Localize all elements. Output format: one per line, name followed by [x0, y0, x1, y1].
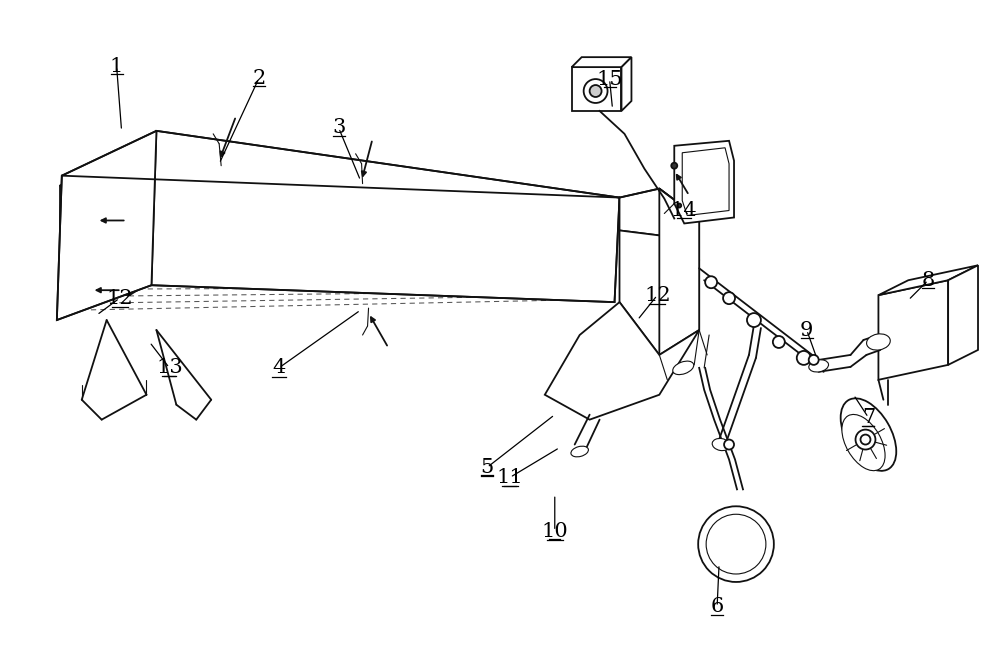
Text: 14: 14	[671, 201, 698, 220]
Polygon shape	[620, 230, 699, 355]
Polygon shape	[621, 57, 631, 111]
Polygon shape	[948, 266, 978, 365]
Polygon shape	[620, 189, 699, 260]
Polygon shape	[57, 131, 156, 320]
Ellipse shape	[842, 414, 885, 471]
Polygon shape	[151, 131, 620, 302]
Text: 9: 9	[800, 320, 813, 340]
Circle shape	[773, 336, 785, 348]
Polygon shape	[130, 151, 184, 295]
Ellipse shape	[571, 446, 588, 457]
Circle shape	[671, 163, 677, 169]
Polygon shape	[674, 140, 734, 223]
Circle shape	[860, 435, 870, 444]
Polygon shape	[659, 189, 699, 355]
Text: 1: 1	[110, 57, 123, 76]
Ellipse shape	[712, 438, 730, 451]
Circle shape	[724, 440, 734, 450]
Ellipse shape	[841, 398, 896, 471]
Circle shape	[705, 276, 717, 288]
Circle shape	[584, 79, 608, 103]
Text: 11: 11	[497, 468, 523, 487]
Polygon shape	[545, 302, 699, 419]
Text: 4: 4	[272, 359, 286, 377]
Text: 10: 10	[541, 522, 568, 541]
Circle shape	[677, 203, 681, 207]
Text: 6: 6	[710, 597, 724, 616]
Circle shape	[698, 506, 774, 582]
Text: 5: 5	[480, 458, 494, 477]
Circle shape	[723, 292, 735, 304]
Text: 12: 12	[106, 288, 133, 308]
Circle shape	[809, 355, 819, 365]
Text: 15: 15	[596, 70, 623, 88]
Polygon shape	[682, 148, 729, 215]
Circle shape	[590, 85, 602, 97]
Ellipse shape	[69, 242, 81, 248]
Text: 2: 2	[252, 68, 266, 88]
Polygon shape	[572, 57, 631, 67]
Text: 13: 13	[156, 359, 183, 377]
Circle shape	[747, 313, 761, 327]
Ellipse shape	[867, 334, 890, 350]
Polygon shape	[572, 67, 621, 111]
Text: 8: 8	[922, 271, 935, 290]
Ellipse shape	[809, 360, 829, 372]
Polygon shape	[60, 151, 184, 185]
Polygon shape	[60, 185, 130, 295]
Text: 7: 7	[862, 408, 875, 427]
Text: 12: 12	[644, 286, 671, 304]
Ellipse shape	[128, 242, 141, 250]
Polygon shape	[878, 266, 978, 295]
Polygon shape	[878, 280, 948, 380]
Text: 3: 3	[332, 118, 345, 137]
Circle shape	[797, 351, 811, 365]
Circle shape	[856, 429, 875, 450]
Ellipse shape	[673, 361, 694, 375]
